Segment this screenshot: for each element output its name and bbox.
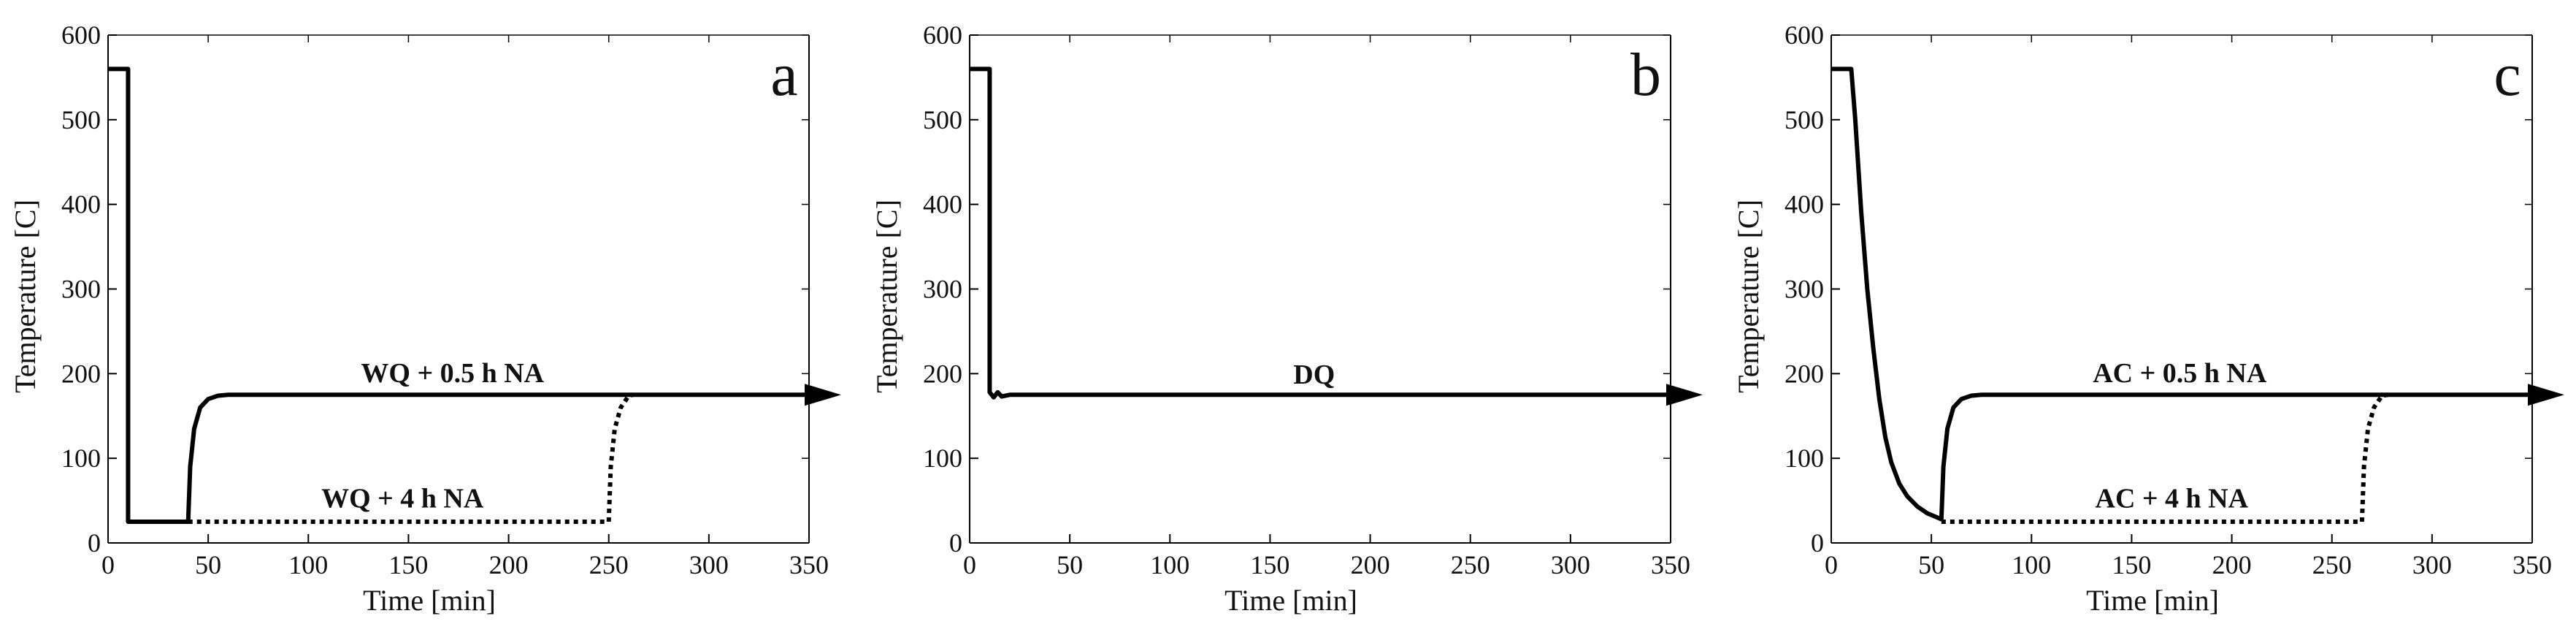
arrowhead	[805, 384, 841, 406]
x-tick-label: 300	[689, 550, 729, 579]
series-line-1	[1831, 66, 2532, 522]
x-tick-label: 150	[1250, 550, 1289, 579]
x-tick-label: 150	[388, 550, 428, 579]
y-tick-label: 0	[1811, 528, 1824, 558]
arrowhead	[2528, 384, 2564, 406]
panel-letter: c	[2493, 41, 2521, 109]
annotation-label: AC + 4 h NA	[2096, 483, 2249, 514]
y-tick-label: 300	[923, 275, 962, 304]
y-tick-label: 500	[923, 105, 962, 134]
x-tick-label: 100	[2012, 550, 2051, 579]
series-line-2	[188, 392, 634, 525]
arrowhead	[1666, 384, 1703, 406]
x-tick-label: 250	[589, 550, 629, 579]
x-tick-label: 300	[2412, 550, 2452, 579]
x-tick-label: 200	[1351, 550, 1390, 579]
y-tick-label: 400	[1785, 190, 1824, 219]
y-tick-label: 0	[88, 528, 101, 558]
y-axis-label: Temperature [C]	[1732, 199, 1765, 393]
panel-letter: a	[770, 41, 797, 109]
x-axis-label: Time [min]	[1224, 584, 1357, 617]
y-tick-label: 600	[923, 20, 962, 50]
annotation-label: WQ + 4 h NA	[321, 483, 484, 514]
x-tick-label: 350	[789, 550, 829, 579]
series-line-2	[1941, 392, 2388, 525]
y-tick-label: 500	[1785, 105, 1824, 134]
y-tick-label: 100	[923, 444, 962, 473]
x-tick-label: 0	[101, 550, 115, 579]
x-tick-label: 50	[1057, 550, 1083, 579]
x-axis-label: Time [min]	[2086, 584, 2219, 617]
x-tick-label: 50	[1918, 550, 1944, 579]
chart-panel-c: 0 50 100 150 200 250 300 350 0 100 200 300 400 500 600…	[1732, 20, 2564, 617]
panel-letter: b	[1630, 41, 1661, 109]
y-tick-label: 200	[923, 359, 962, 388]
x-tick-label: 200	[489, 550, 529, 579]
x-tick-label: 50	[195, 550, 221, 579]
y-tick-label: 100	[1785, 444, 1824, 473]
x-tick-label: 100	[1150, 550, 1189, 579]
series-line-1	[970, 66, 1671, 400]
y-tick-label: 0	[949, 528, 962, 558]
series-line-1	[108, 66, 809, 525]
x-tick-label: 250	[2312, 550, 2352, 579]
x-tick-label: 0	[1825, 550, 1838, 579]
chart-panel-a: 0 50 100 150 200 250 300 350 0 100 200 300 400 500 600…	[9, 20, 841, 617]
y-tick-label: 300	[1785, 275, 1824, 304]
y-tick-label: 300	[61, 275, 101, 304]
x-tick-label: 100	[288, 550, 328, 579]
annotation-label: DQ	[1293, 360, 1335, 390]
y-tick-label: 400	[61, 190, 101, 219]
annotation-label: WQ + 0.5 h NA	[361, 358, 544, 389]
y-tick-label: 200	[61, 359, 101, 388]
y-tick-label: 600	[1785, 20, 1824, 50]
x-tick-label: 350	[1651, 550, 1690, 579]
x-tick-label: 0	[963, 550, 976, 579]
y-tick-label: 600	[61, 20, 101, 50]
chart-panel-b: 0 50 100 150 200 250 300 350 0 100 200 300 400 500 600…	[870, 20, 1703, 617]
y-axis-label: Temperature [C]	[9, 199, 42, 393]
y-tick-label: 100	[61, 444, 101, 473]
x-tick-label: 300	[1551, 550, 1590, 579]
annotation-label: AC + 0.5 h NA	[2093, 358, 2267, 389]
y-tick-label: 400	[923, 190, 962, 219]
x-axis-label: Time [min]	[363, 584, 496, 617]
y-tick-label: 500	[61, 105, 101, 134]
x-tick-label: 200	[2212, 550, 2252, 579]
x-tick-label: 250	[1451, 550, 1490, 579]
y-tick-label: 200	[1785, 359, 1824, 388]
x-tick-label: 350	[2512, 550, 2552, 579]
y-axis-label: Temperature [C]	[870, 199, 903, 393]
x-tick-label: 150	[2112, 550, 2151, 579]
